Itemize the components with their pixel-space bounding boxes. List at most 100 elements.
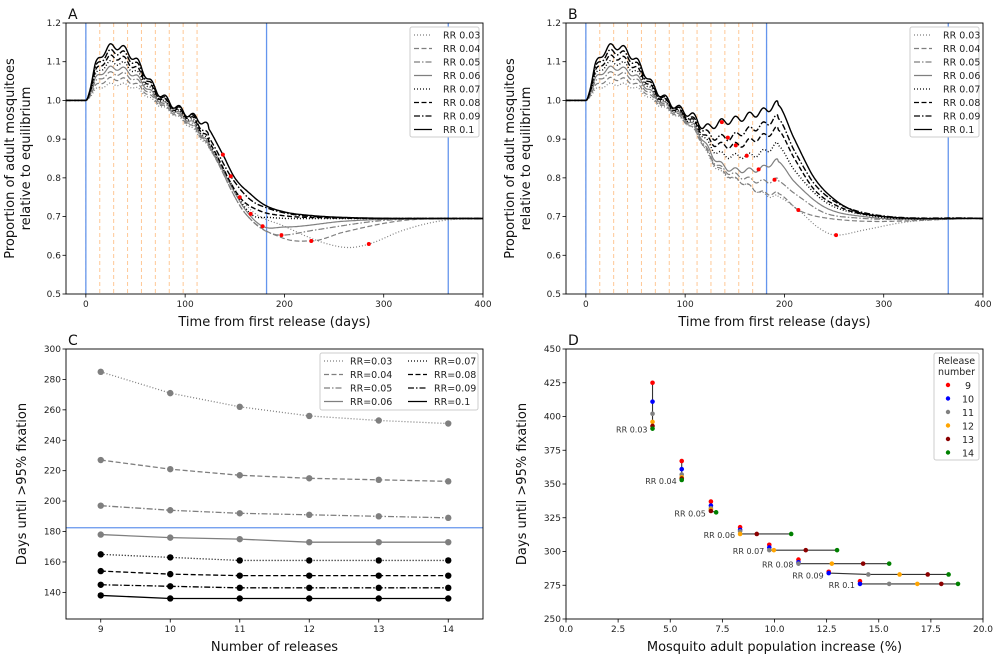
data-point-release-11 — [650, 411, 655, 417]
y-axis-label: Proportion of adult mosquitoes — [503, 58, 518, 259]
legend-label: RR 0.03 — [943, 31, 980, 42]
y-tick-label: 0.5 — [547, 290, 561, 300]
y-tick-label: 0.6 — [547, 251, 562, 261]
data-point — [445, 538, 452, 546]
y-tick-label: 1.0 — [47, 96, 62, 106]
legend-label: RR 0.1 — [443, 125, 474, 136]
data-point — [97, 592, 104, 599]
panel-b: B 0 100 200 300 400 0.5 0.6 0.7 0.8 0.9 1.0 1.1 1.2 Ti… — [503, 7, 992, 330]
series-line-RR-0-05 — [100, 505, 449, 519]
y-tick-label: 140 — [44, 588, 61, 598]
data-point — [167, 465, 174, 473]
panel-label: D — [568, 333, 579, 349]
data-point — [236, 572, 243, 579]
data-point — [306, 511, 313, 519]
y-tick-label: 0.9 — [47, 135, 62, 145]
data-point — [167, 534, 174, 541]
x-tick-label: 200 — [776, 300, 793, 310]
series-line-RR-0-1 — [100, 594, 449, 600]
panel-label: B — [568, 7, 578, 23]
data-point — [306, 572, 313, 579]
data-point — [375, 595, 382, 602]
group-label: RR 0.06 — [704, 531, 735, 540]
data-point — [236, 595, 243, 602]
y-tick-label: 350 — [544, 480, 561, 490]
legend-label: RR=0.03 — [350, 357, 392, 368]
legend-label: RR=0.1 — [434, 397, 470, 408]
data-point-release-10 — [650, 399, 655, 404]
legend: RR=0.03 RR=0.04 RR=0.05 RR=0.06 RR=0.07 RR=0.… — [319, 352, 479, 411]
data-point-release-9 — [708, 499, 714, 504]
y-tick-label: 0.9 — [547, 135, 562, 145]
y-tick-label: 0.7 — [547, 213, 561, 223]
data-point — [167, 554, 174, 561]
x-tick-label: 15.0 — [869, 625, 889, 635]
marker-point — [796, 207, 801, 212]
y-axis-label: relative to equilibrium — [519, 87, 534, 231]
group-label: RR 0.04 — [645, 477, 676, 486]
y-tick-label: 450 — [544, 345, 561, 355]
x-tick-label: 10.0 — [764, 625, 784, 635]
data-point-release-13 — [708, 508, 714, 514]
data-point-release-14 — [713, 510, 719, 515]
y-tick-label: 275 — [544, 581, 561, 591]
x-axis-label: Number of releases — [211, 640, 338, 655]
y-tick-label: 300 — [544, 548, 561, 558]
plot-area — [566, 23, 983, 294]
legend-marker — [945, 436, 951, 442]
plot-frame — [565, 22, 984, 295]
data-point-release-11 — [796, 561, 801, 566]
data-point — [167, 570, 174, 578]
data-point — [97, 502, 104, 509]
x-tick-label: 100 — [677, 300, 694, 310]
data-point-release-12 — [829, 561, 835, 566]
data-point-release-13 — [754, 531, 760, 537]
series-line-RR-0-04 — [100, 459, 449, 482]
y-tick-label: 1.1 — [547, 58, 561, 68]
data-point — [97, 581, 104, 588]
panel-c: C 9 10 11 12 13 14 140 160 180 200 220 240 260 280 300 N… — [15, 333, 484, 655]
group-label: RR 0.05 — [674, 509, 705, 518]
x-tick-label: 17.5 — [921, 625, 941, 635]
y-tick-label: 250 — [544, 615, 561, 625]
y-tick-label: 1.2 — [547, 19, 561, 29]
data-point — [236, 557, 243, 564]
x-axis-label: Time from first release (days) — [677, 315, 870, 330]
legend-label: RR 0.04 — [443, 44, 480, 55]
legend-label: RR 0.09 — [943, 112, 980, 123]
legend-label: RR 0.04 — [943, 44, 980, 55]
x-axis-label: Mosquito adult population increase (%) — [647, 640, 902, 655]
y-tick-label: 1.0 — [547, 96, 562, 106]
data-point — [236, 535, 243, 543]
data-point-release-14 — [679, 477, 685, 483]
x-tick-label: 7.5 — [715, 625, 729, 635]
data-point — [306, 595, 313, 602]
series-line-RR-0-08 — [100, 570, 449, 577]
data-point-release-11 — [866, 572, 871, 577]
marker-point — [220, 152, 225, 157]
series-line-RR-0-06 — [100, 533, 449, 543]
y-tick-label: 240 — [44, 436, 61, 446]
y-tick-label: 0.7 — [47, 213, 61, 223]
data-point-release-11 — [766, 547, 772, 553]
x-tick-label: 0 — [83, 300, 89, 310]
x-tick-label: 10 — [165, 625, 177, 635]
series-line-RR-0-08 — [566, 54, 983, 220]
y-tick-label: 400 — [544, 413, 561, 423]
series-line-RR-0-03 — [100, 371, 449, 425]
group-label: RR 0.07 — [733, 547, 764, 556]
x-tick-label: 20.0 — [973, 625, 993, 635]
data-point — [167, 583, 174, 590]
y-tick-label: 375 — [544, 446, 561, 456]
data-point-release-14 — [955, 581, 961, 587]
legend-label: 12 — [962, 422, 974, 433]
group-label: RR 0.1 — [829, 581, 855, 590]
y-tick-label: 425 — [544, 379, 561, 389]
data-point — [97, 551, 104, 558]
y-tick-label: 300 — [44, 345, 61, 355]
x-tick-label: 300 — [875, 300, 892, 310]
legend-marker — [945, 450, 951, 455]
legend-marker — [945, 423, 951, 428]
data-point-release-10 — [826, 570, 832, 576]
legend-label: 10 — [962, 395, 974, 406]
